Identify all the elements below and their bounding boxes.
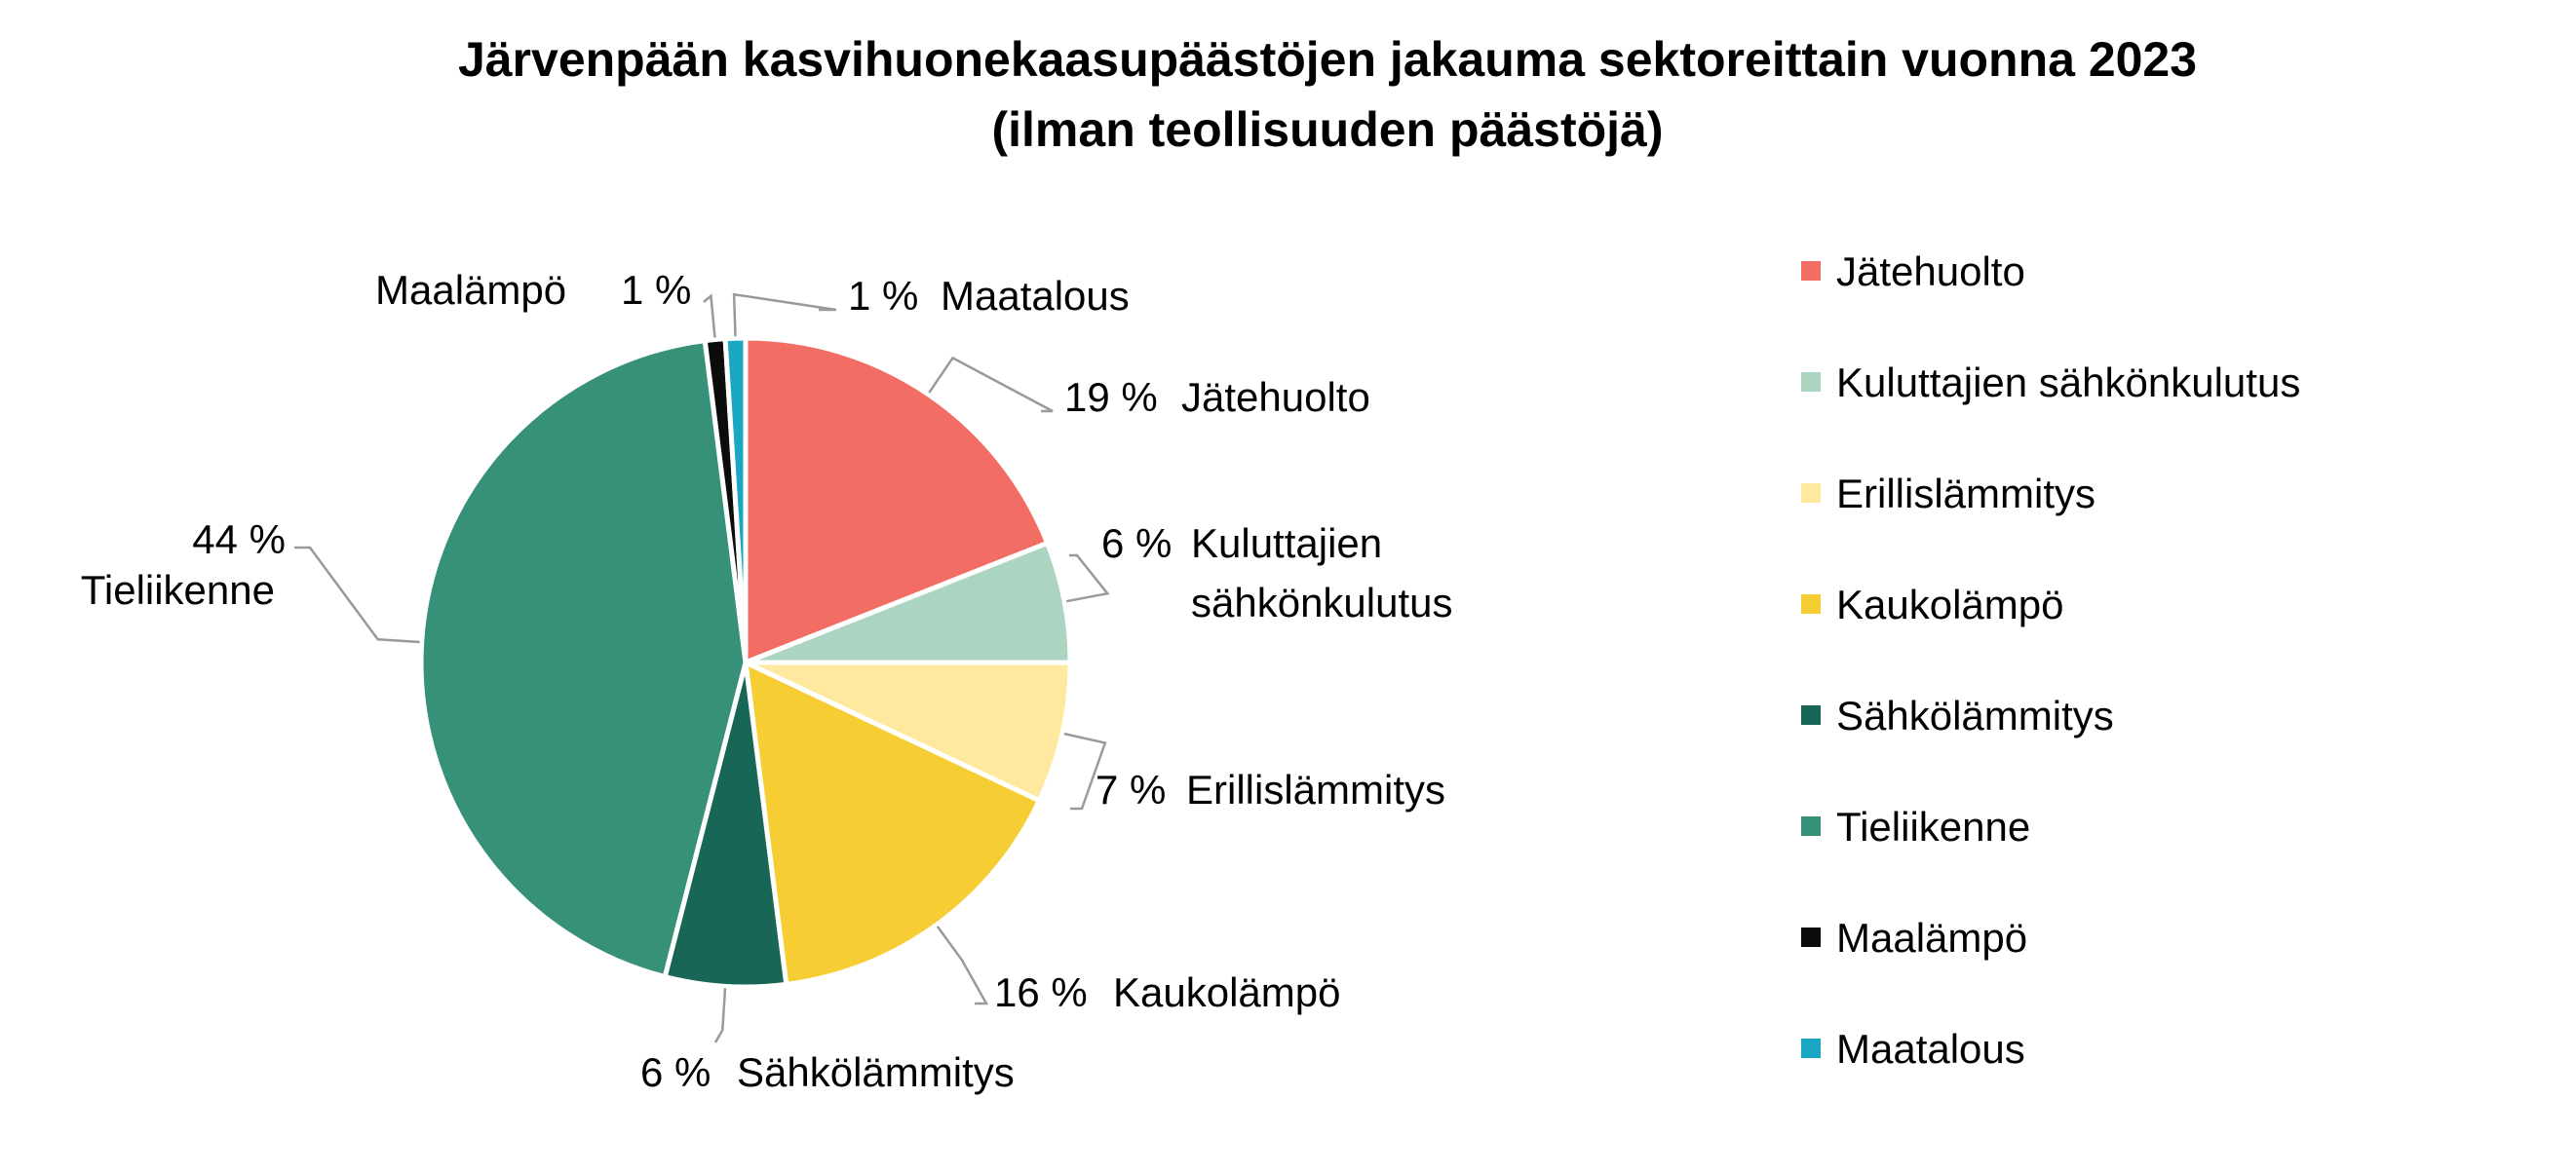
data-label-kaukolampo-name: Kaukolämpö: [1113, 969, 1340, 1015]
leader-line-maalampo: [703, 293, 716, 338]
data-label-erillislammitys-value: 7 %: [1096, 767, 1166, 813]
pie-slices: [418, 335, 1073, 990]
legend-label-kaukolampo: Kaukolämpö: [1836, 582, 2063, 627]
legend-label-erillislammitys: Erillislämmitys: [1836, 471, 2095, 516]
pie-slice-erillislammitys: [743, 660, 1073, 804]
legend-swatch-maatalous: [1801, 1039, 1821, 1058]
legend-label-sahkolammitys: Sähkölämmitys: [1836, 693, 2114, 738]
data-label-erillislammitys-name: Erillislämmitys: [1186, 767, 1445, 813]
data-label-sahkolammitys-name: Sähkölämmitys: [737, 1049, 1015, 1095]
legend-label-tieliikenne: Tieliikenne: [1836, 804, 2030, 850]
legend-swatch-jatehuolto: [1801, 261, 1821, 281]
data-label-sahkolammitys-value: 6 %: [640, 1049, 711, 1095]
data-label-maalampo-value: 1 %: [621, 267, 691, 313]
leader-line-jatehuolto: [928, 356, 1054, 413]
data-label-maatalous-value: 1 %: [848, 273, 918, 319]
data-label-tieliikenne-name: Tieliikenne: [81, 567, 275, 613]
leader-line-tieliikenne: [294, 546, 420, 644]
data-label-tieliikenne-value: 44 %: [192, 516, 286, 562]
legend-swatch-kaukolampo: [1801, 594, 1821, 614]
legend-swatch-tieliikenne: [1801, 816, 1821, 836]
pie-slice-maatalous: [722, 335, 749, 665]
legend-label-kuluttajien-sahkonkulutus: Kuluttajien sähkönkulutus: [1836, 360, 2300, 405]
data-label-kuluttajien-sahkonkulutus-name: Kuluttajien: [1191, 520, 1382, 566]
pie-slice-tieliikenne: [418, 338, 749, 980]
data-label-kuluttajien-sahkonkulutus-name: sähkönkulutus: [1191, 580, 1453, 625]
chart-title: Järvenpään kasvihuonekaasupäästöjen jaka…: [458, 32, 2197, 87]
data-label-jatehuolto-value: 19 %: [1064, 374, 1158, 420]
data-labels: 19 % Jätehuolto 6 % Kuluttajien sähkönkulutu…: [81, 267, 1453, 1095]
legend-swatch-maalampo: [1801, 928, 1821, 947]
leader-line-maatalous: [732, 292, 837, 337]
pie-slice-kaukolampo: [743, 660, 1042, 987]
legend-swatch-sahkolammitys: [1801, 705, 1821, 725]
data-label-kuluttajien-sahkonkulutus-value: 6 %: [1101, 520, 1172, 566]
leader-line-erillislammitys: [1063, 732, 1107, 811]
pie-slice-jatehuolto: [743, 335, 1051, 665]
chart-subtitle: (ilman teollisuuden päästöjä): [992, 102, 1664, 157]
data-label-kaukolampo-value: 16 %: [994, 969, 1088, 1015]
leader-line-kuluttajien-sahkonkulutus: [1065, 553, 1110, 603]
legend: Jätehuolto Kuluttajien sähkönkulutus Erill…: [1801, 248, 2300, 1072]
legend-label-maalampo: Maalämpö: [1836, 915, 2027, 961]
data-label-maalampo-name: Maalämpö: [375, 267, 566, 313]
legend-label-jatehuolto: Jätehuolto: [1836, 248, 2025, 294]
legend-swatch-kuluttajien-sahkonkulutus: [1801, 372, 1821, 392]
data-label-maatalous-name: Maatalous: [941, 273, 1130, 319]
leader-lines: [294, 292, 1110, 1043]
leader-line-kaukolampo: [936, 926, 989, 1005]
legend-swatch-erillislammitys: [1801, 483, 1821, 503]
data-label-jatehuolto-name: Jätehuolto: [1181, 374, 1370, 420]
leader-line-sahkolammitys: [713, 988, 727, 1043]
legend-label-maatalous: Maatalous: [1836, 1026, 2025, 1072]
